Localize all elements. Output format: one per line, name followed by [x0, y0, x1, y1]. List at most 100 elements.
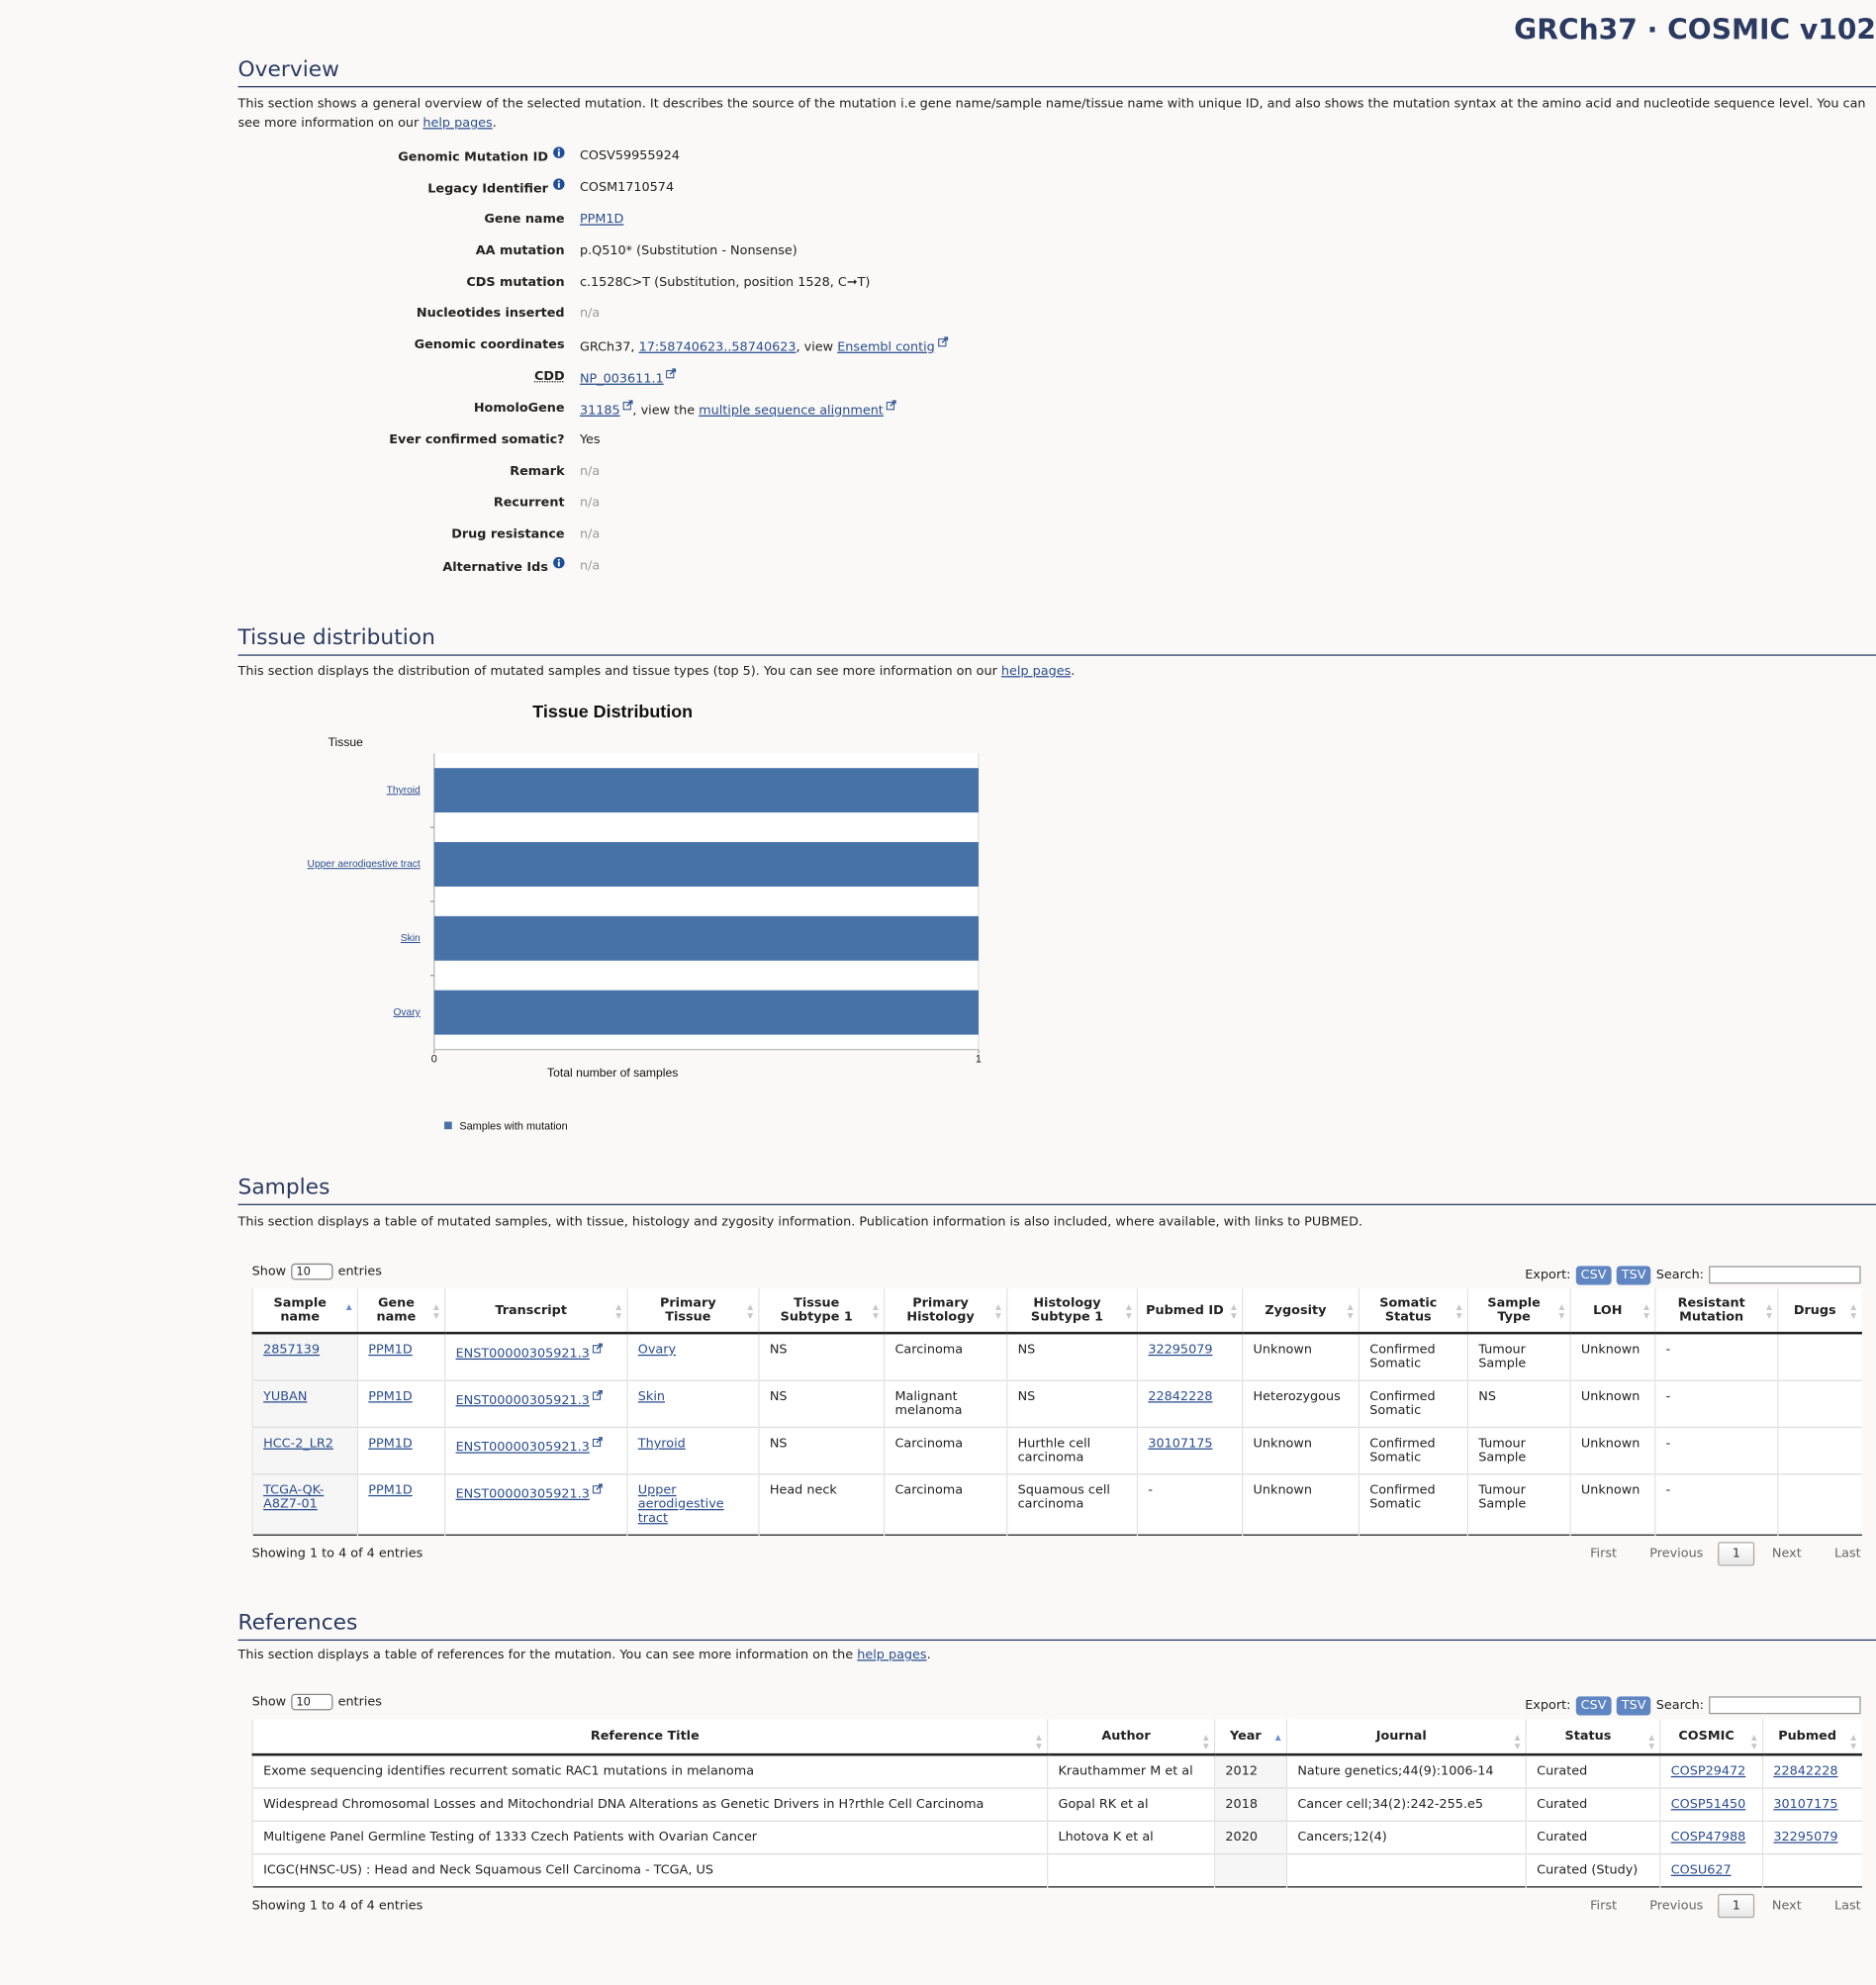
pager-next[interactable]: Next [1771, 1546, 1802, 1560]
link[interactable]: TCGA-QK-A8Z7-01 [263, 1483, 325, 1512]
link[interactable]: PPM1D [368, 1389, 413, 1404]
link[interactable]: PPM1D [368, 1483, 413, 1498]
column-header[interactable]: Sample Type [1466, 1288, 1571, 1335]
length-select[interactable]: 10 [291, 1693, 333, 1710]
link[interactable]: Upper aerodigestive tract [637, 1483, 724, 1526]
column-header[interactable]: Resistant Mutation [1654, 1288, 1778, 1335]
column-header[interactable]: Journal [1285, 1719, 1527, 1756]
section-heading: Tissue distribution [237, 621, 1876, 656]
link[interactable]: 31185 [579, 403, 620, 418]
field-value: PPM1D [580, 213, 623, 227]
pager-last[interactable]: Last [1833, 1546, 1861, 1560]
column-header[interactable]: Tissue Subtype 1 [758, 1288, 885, 1335]
table-cell: TCGA-QK-A8Z7-01 [251, 1473, 358, 1536]
column-header[interactable]: Year [1213, 1719, 1287, 1756]
field-value: 31185 , view the multiple sequence alignm… [579, 399, 896, 418]
pager-page[interactable]: 1 [1718, 1893, 1755, 1918]
link[interactable]: ENST00000305921.3 [455, 1347, 590, 1362]
link[interactable]: Thyroid [637, 1437, 686, 1452]
pager-page[interactable]: 1 [1718, 1541, 1755, 1565]
table-cell: Thyroid [626, 1426, 759, 1474]
link[interactable]: Ensembl contig [837, 339, 935, 354]
link[interactable]: 17:58740623..58740623 [638, 339, 797, 354]
link[interactable]: 30107175 [1148, 1437, 1213, 1452]
table-row: ICGC(HNSC-US) : Head and Neck Squamous C… [251, 1852, 1862, 1887]
column-header[interactable]: Gene name [356, 1288, 445, 1335]
link[interactable]: ENST00000305921.3 [455, 1440, 590, 1455]
link[interactable]: help pages [422, 116, 493, 131]
link[interactable]: COSP47988 [1670, 1830, 1746, 1845]
column-header[interactable]: Primary Tissue [626, 1288, 759, 1335]
text: COSM1710574 [579, 180, 675, 195]
link[interactable]: ENST00000305921.3 [455, 1393, 590, 1408]
field-row: Legacy Identifier COSM1710574 [238, 172, 1251, 204]
field-label: Remark [238, 464, 565, 479]
table-footer: Showing 1 to 4 of 4 entries First Previous… [252, 1893, 1861, 1918]
pager-previous[interactable]: Previous [1649, 1898, 1704, 1913]
label: Export: [1525, 1268, 1571, 1282]
link[interactable]: 32295079 [1773, 1830, 1838, 1845]
column-header[interactable]: Transcript [444, 1288, 627, 1335]
link[interactable]: 22842228 [1148, 1389, 1213, 1404]
link[interactable]: multiple sequence alignment [699, 403, 884, 418]
search-input[interactable] [1709, 1696, 1861, 1715]
link[interactable]: COSU627 [1670, 1863, 1732, 1878]
table-cell: COSP47988 [1659, 1820, 1763, 1854]
column-header[interactable]: COSMIC [1659, 1719, 1763, 1756]
chart-title: Tissue Distribution [532, 702, 693, 721]
link[interactable]: YUBAN [263, 1389, 308, 1404]
pager-first[interactable]: First [1590, 1898, 1618, 1913]
length-select[interactable]: 10 [291, 1263, 333, 1279]
column-header[interactable]: Somatic Status [1358, 1288, 1468, 1335]
link[interactable]: Skin [637, 1389, 665, 1404]
link[interactable]: help pages [1000, 664, 1072, 679]
link[interactable]: PPM1D [368, 1437, 413, 1452]
link[interactable]: HCC-2_LR2 [263, 1437, 333, 1452]
column-header[interactable]: Author [1047, 1719, 1215, 1756]
link[interactable]: 30107175 [1773, 1797, 1838, 1812]
link[interactable]: PPM1D [579, 212, 624, 227]
link[interactable]: 22842228 [1773, 1764, 1838, 1779]
header-row: Reference TitleAuthorYearJournalStatusCO… [251, 1719, 1862, 1756]
tsv-button[interactable]: TSV [1616, 1265, 1651, 1284]
tsv-button[interactable]: TSV [1616, 1695, 1651, 1715]
search-input[interactable] [1709, 1266, 1861, 1284]
column-header[interactable]: LOH [1569, 1288, 1655, 1335]
label-text: Legacy Identifier [427, 182, 548, 197]
link[interactable]: help pages [857, 1648, 927, 1662]
csv-button[interactable]: CSV [1575, 1695, 1612, 1715]
column-header[interactable]: Status [1525, 1719, 1660, 1756]
link[interactable]: 2857139 [263, 1343, 321, 1358]
link[interactable]: NP_003611.1 [579, 371, 664, 386]
label-text: Remark [510, 464, 565, 479]
y-tick-label[interactable]: Upper aerodigestive tract [308, 859, 421, 870]
link[interactable]: PPM1D [368, 1343, 413, 1358]
link[interactable]: COSP29472 [1670, 1764, 1746, 1779]
link[interactable]: 32295079 [1148, 1343, 1213, 1358]
column-header[interactable]: Drugs [1777, 1288, 1862, 1335]
column-header[interactable]: Primary Histology [883, 1288, 1007, 1335]
pager-previous[interactable]: Previous [1649, 1546, 1704, 1560]
link[interactable]: ENST00000305921.3 [455, 1487, 590, 1502]
link[interactable]: Ovary [637, 1343, 677, 1358]
y-tick-label[interactable]: Ovary [393, 1007, 421, 1018]
pager-first[interactable]: First [1590, 1546, 1618, 1560]
y-tick-label[interactable]: Thyroid [387, 785, 421, 796]
table-cell: NS [758, 1379, 885, 1428]
column-header[interactable]: Reference Title [251, 1719, 1048, 1756]
csv-button[interactable]: CSV [1575, 1265, 1612, 1284]
column-header[interactable]: Histology Subtype 1 [1006, 1288, 1138, 1335]
table-cell [1761, 1852, 1862, 1887]
pager-next[interactable]: Next [1771, 1898, 1802, 1913]
link[interactable]: COSP51450 [1670, 1797, 1746, 1812]
pager-last[interactable]: Last [1833, 1898, 1861, 1913]
bar [433, 768, 979, 813]
column-header[interactable]: Pubmed [1761, 1719, 1862, 1756]
text: n/a [579, 527, 601, 542]
column-header[interactable]: Sample name [251, 1288, 358, 1335]
table-row: YUBAN PPM1D ENST00000305921.3 Skin NS Maligna… [251, 1379, 1862, 1428]
y-tick-label[interactable]: Skin [401, 933, 421, 944]
column-header[interactable]: Zygosity [1242, 1288, 1360, 1335]
column-header[interactable]: Pubmed ID [1136, 1288, 1243, 1335]
